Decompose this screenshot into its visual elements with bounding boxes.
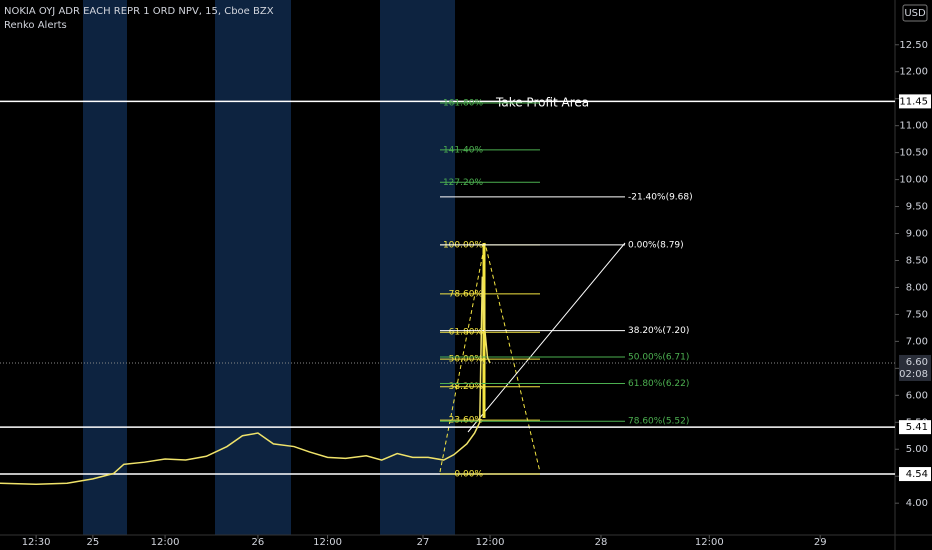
x-tick-label: 25 (86, 537, 99, 548)
annotation: Take Profit Area (495, 96, 589, 110)
fib-extension-label: 0.00%(8.79) (628, 240, 684, 250)
fib-level-label: 0.00% (454, 470, 483, 480)
horizontal-line-box (899, 94, 931, 109)
y-tick-label: 10.00 (899, 175, 928, 186)
fib-level-label: 161.80% (443, 99, 483, 109)
y-tick-label: 7.50 (906, 309, 928, 320)
y-tick-label: 7.00 (906, 336, 928, 347)
x-tick-label: 12:00 (313, 537, 342, 548)
price-line (0, 276, 491, 486)
horizontal-line-label: 4.54 (906, 469, 928, 480)
y-tick-label: 8.00 (906, 282, 928, 293)
current-price-box (899, 354, 931, 381)
horizontal-line-label: 5.41 (906, 422, 928, 433)
fib-level-label: 61.80% (449, 328, 484, 338)
horizontal-line-label: 11.45 (899, 96, 928, 107)
y-tick-label: 9.00 (906, 229, 928, 240)
y-tick-label: 12.50 (899, 40, 928, 51)
session-shade (83, 0, 127, 535)
x-tick-label: 29 (814, 537, 827, 548)
fib-extension-label: -21.40%(9.68) (628, 192, 693, 202)
fib-level-label: 50.00% (449, 355, 484, 365)
x-tick-label: 28 (595, 537, 608, 548)
fib-extension-label: 61.80%(6.22) (628, 379, 689, 389)
y-tick-label: 10.50 (899, 148, 928, 159)
y-tick-label: 8.50 (906, 255, 928, 266)
x-tick-label: 12:00 (151, 537, 180, 548)
fib-level-label: 78.60% (449, 289, 484, 299)
horizontal-line-box (899, 467, 931, 482)
fib-extension-label: 50.00%(6.71) (628, 353, 689, 363)
fib-extension-label: 38.20%(7.20) (628, 326, 689, 336)
current-price-label: 6.60 (906, 357, 928, 368)
x-tick-label: 26 (252, 537, 265, 548)
x-tick-label: 12:00 (695, 537, 724, 548)
y-tick-label: 6.00 (906, 390, 928, 401)
y-tick-label: 11.00 (899, 121, 928, 132)
y-tick-label: 5.00 (906, 444, 928, 455)
session-shade (380, 0, 455, 535)
y-tick-label: 9.50 (906, 202, 928, 213)
fib-level-label: 127.20% (443, 178, 483, 188)
fib-level-label: 23.60% (449, 416, 484, 426)
trend-line (467, 242, 626, 433)
horizontal-line-box (899, 420, 931, 435)
fib-level-label: 38.20% (449, 382, 484, 392)
x-tick-label: 12:00 (476, 537, 505, 548)
currency: USD (904, 8, 926, 19)
fib-extension-label: 78.60%(5.52) (628, 417, 689, 427)
indicator-name: Renko Alerts (4, 20, 67, 31)
countdown-label: 02:08 (899, 369, 928, 380)
session-shade (215, 0, 291, 535)
currency-box[interactable] (902, 4, 928, 22)
chart-title: NOKIA OYJ ADR EACH REPR 1 ORD NPV, 15, C… (4, 6, 274, 17)
x-tick-label: 27 (417, 537, 430, 548)
y-tick-label: 12.00 (899, 67, 928, 78)
x-tick-label: 12:30 (22, 537, 51, 548)
fib-level-label: 141.40% (443, 145, 483, 155)
y-tick-label: 4.00 (906, 498, 928, 509)
